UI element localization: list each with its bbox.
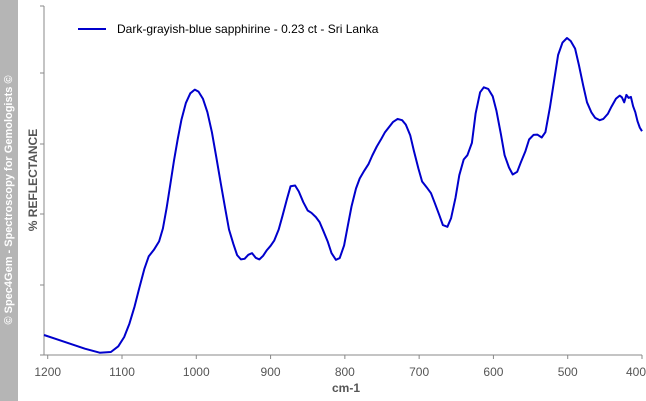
x-tick-label: 900 (261, 365, 281, 379)
x-tick-label: 1100 (109, 365, 135, 379)
x-axis-ticks: 1200 1100 1000 900 800 700 600 500 400 (34, 355, 646, 379)
x-tick-label: 400 (626, 365, 646, 379)
y-axis-title: % REFLECTANCE (26, 129, 40, 231)
y-axis-ticks (40, 5, 44, 356)
x-tick-label: 1000 (183, 365, 210, 379)
x-axis-title: cm-1 (332, 381, 360, 395)
x-tick-label: 600 (483, 365, 503, 379)
legend-label: Dark-grayish-blue sapphirine - 0.23 ct -… (117, 22, 379, 36)
series-layer (43, 37, 643, 354)
x-tick-label: 800 (335, 365, 355, 379)
watermark-band: © Spec4Gem - Spectroscopy for Gemologist… (0, 0, 18, 401)
x-tick-label: 1200 (34, 365, 61, 379)
chart-axes (43, 6, 642, 356)
x-tick-label: 700 (409, 365, 429, 379)
legend: Dark-grayish-blue sapphirine - 0.23 ct -… (78, 22, 379, 36)
series-line (43, 37, 643, 354)
x-tick-label: 500 (558, 365, 578, 379)
